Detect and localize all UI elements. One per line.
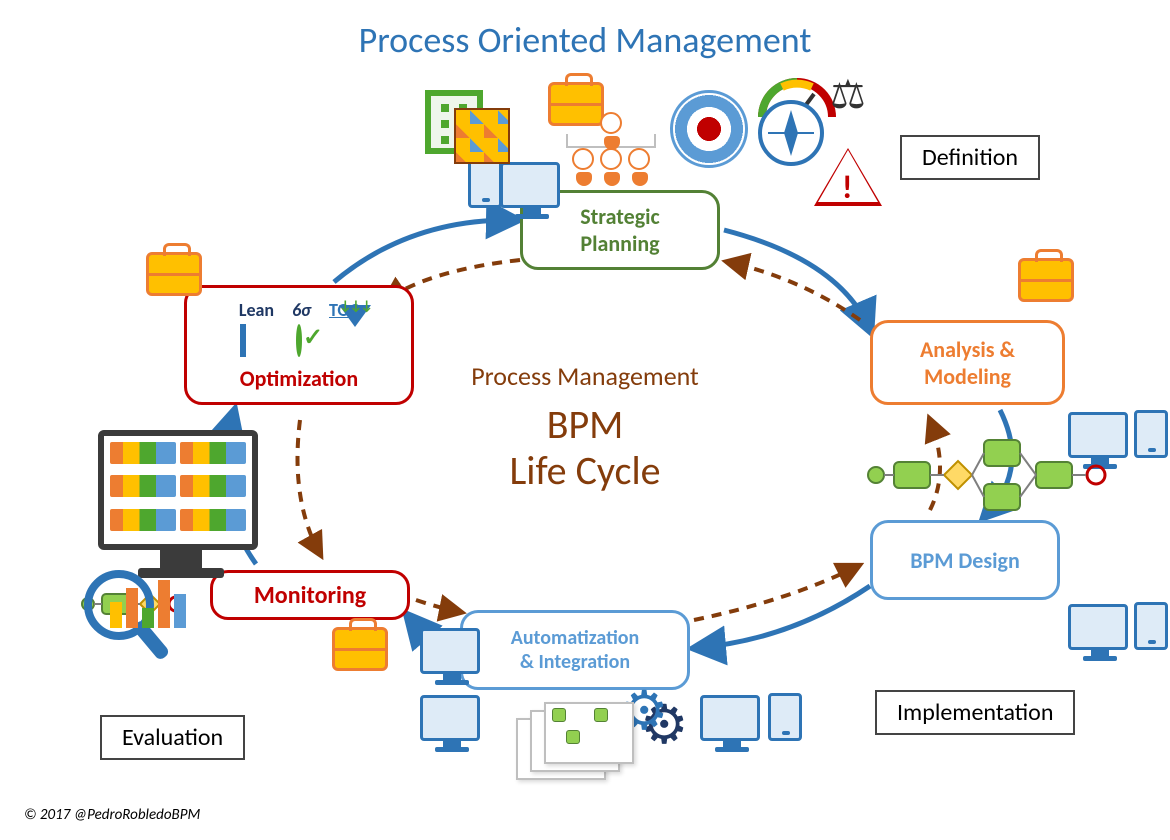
tablet-icon — [1134, 410, 1168, 458]
op-icons — [226, 327, 372, 361]
cube-icon — [454, 108, 510, 164]
monitor-icon — [420, 695, 480, 741]
phase-definition: Definition — [900, 135, 1040, 180]
compass-icon — [758, 100, 824, 166]
node-analysis-modeling: Analysis & Modeling — [870, 320, 1065, 405]
lean-label: Lean — [239, 299, 274, 321]
op-label: Optimization — [240, 365, 358, 392]
tablet-icon — [1134, 602, 1168, 650]
org-chart-icon — [556, 112, 666, 170]
monitor-icon — [700, 695, 760, 741]
tablet-icon — [468, 160, 502, 208]
sp-l2: Planning — [580, 230, 659, 257]
bd-l1: BPM Design — [910, 547, 1020, 574]
bpm-life-cycle-label: BPM Life Cycle — [471, 402, 699, 494]
gavel-icon: ⚖ — [830, 70, 866, 119]
am-l1: Analysis & — [920, 336, 1015, 363]
bar-chart-icon — [110, 580, 186, 628]
diamond-icon — [240, 324, 246, 357]
tablet-icon — [768, 693, 802, 741]
sp-l1: Strategic — [580, 203, 660, 230]
dashboard-monitor-icon — [98, 430, 258, 550]
ai-l2: & Integration — [520, 650, 630, 674]
warning-icon — [818, 150, 878, 202]
documents-stack-icon — [516, 700, 636, 786]
copyright-text: © 2017 @PedroRobledoBPM — [24, 806, 200, 824]
phase-evaluation: Evaluation — [100, 715, 245, 760]
mo-l1: Monitoring — [254, 581, 366, 610]
ai-l1: Automatization — [511, 626, 640, 650]
process-management-label: Process Management — [471, 360, 699, 392]
bpmn-diagram-icon — [864, 430, 1104, 510]
am-l2: Modeling — [924, 363, 1011, 390]
phase-implementation: Implementation — [875, 690, 1075, 735]
bpm-line2: Life Cycle — [509, 446, 660, 495]
node-optimization: Lean 6σ TOC Optimization — [184, 285, 414, 405]
monitor-icon — [500, 162, 560, 208]
six-sigma-label: 6σ — [292, 299, 311, 321]
node-monitoring: Monitoring — [210, 570, 410, 620]
target-icon — [670, 90, 748, 168]
page-title: Process Oriented Management — [359, 18, 812, 62]
bpm-line1: BPM — [547, 400, 624, 449]
center-labels: Process Management BPM Life Cycle — [471, 360, 699, 494]
monitor-icon — [420, 628, 480, 674]
monitor-icon — [1068, 604, 1128, 650]
briefcase-icon — [1018, 258, 1074, 302]
check-icon — [296, 324, 302, 357]
node-bpm-design: BPM Design — [870, 520, 1060, 600]
briefcase-icon — [146, 252, 202, 296]
briefcase-icon — [332, 627, 388, 671]
funnel-icon — [339, 305, 371, 354]
